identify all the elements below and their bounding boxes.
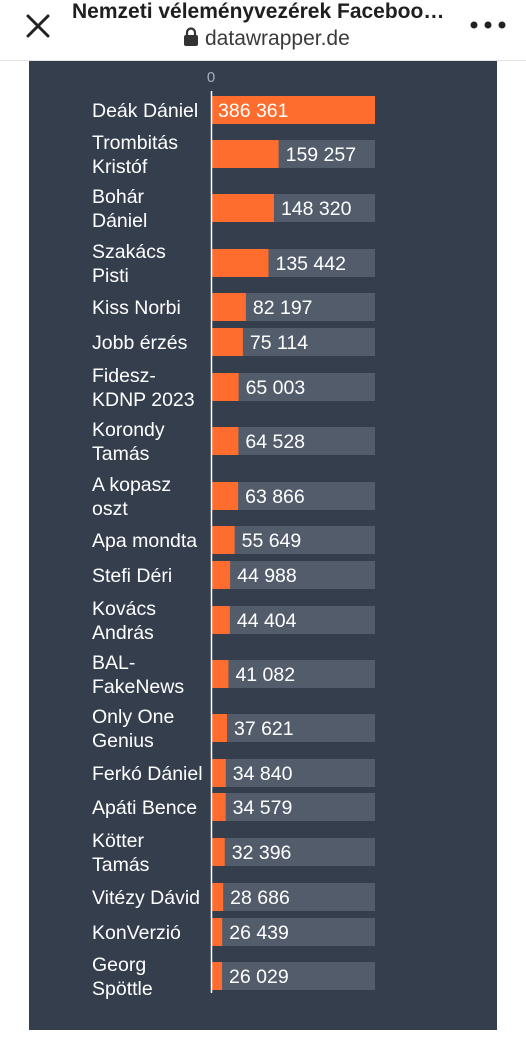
category-label: Tamás [92, 854, 150, 876]
category-label: Kiss Norbi [92, 297, 181, 319]
bar-track [211, 883, 375, 911]
value-label: 386 361 [218, 100, 289, 122]
value-label: 75 114 [250, 332, 308, 354]
category-label: KonVerzió [92, 922, 181, 944]
bar [211, 660, 229, 688]
chart-container: 0 Deák Dániel 386 361 Trombitás Kristóf 159 2… [29, 61, 497, 1030]
toolbar-divider [0, 60, 526, 61]
category-label: Apáti Bence [92, 797, 197, 819]
category-label: Kovács [92, 598, 156, 620]
value-label: 32 396 [232, 842, 292, 864]
bar [211, 373, 239, 401]
value-label: 82 197 [253, 297, 313, 319]
bar [211, 526, 235, 554]
value-label: 34 840 [233, 763, 293, 785]
category-label: Pisti [92, 265, 129, 287]
bar-track [211, 759, 375, 787]
bar [211, 883, 224, 911]
value-label: 148 320 [281, 198, 352, 220]
bar-track [211, 561, 375, 589]
browser-toolbar: Nemzeti véleményvezérek Facebook… datawr… [0, 0, 526, 60]
value-label: 34 579 [233, 797, 293, 819]
value-label: 64 528 [245, 431, 305, 453]
value-label: 37 621 [234, 718, 294, 740]
bar [211, 96, 375, 124]
value-label: 28 686 [230, 887, 290, 909]
bar [211, 759, 226, 787]
category-label: Only One [92, 706, 174, 728]
bar-track [211, 482, 375, 510]
value-label: 65 003 [246, 377, 306, 399]
category-label: Vitézy Dávid [92, 887, 200, 909]
url-bar[interactable]: datawrapper.de [183, 26, 350, 52]
bar [211, 140, 279, 168]
category-label: KDNP 2023 [92, 389, 195, 411]
close-icon[interactable] [18, 6, 58, 46]
value-label: 41 082 [235, 664, 295, 686]
bar [211, 793, 226, 821]
x-tick-label: 0 [207, 69, 215, 86]
bar [211, 714, 227, 742]
bar [211, 561, 231, 589]
value-label: 135 442 [275, 253, 346, 275]
category-label: Kristóf [92, 156, 148, 178]
category-label: Jobb érzés [92, 332, 188, 354]
category-label: A kopasz [92, 474, 171, 496]
bar [211, 328, 243, 356]
bar [211, 962, 223, 990]
page-title: Nemzeti véleményvezérek Facebook… [72, 0, 452, 23]
value-label: 159 257 [286, 144, 357, 166]
bar-track [211, 606, 375, 634]
category-label: Apa mondta [92, 530, 197, 552]
value-label: 44 988 [237, 565, 297, 587]
category-label: András [92, 622, 154, 644]
category-label: Dániel [92, 210, 147, 232]
bar [211, 838, 225, 866]
bar-track [211, 918, 375, 946]
lock-icon [183, 26, 199, 52]
bar [211, 606, 230, 634]
value-label: 44 404 [237, 610, 297, 632]
value-label: 26 439 [229, 922, 289, 944]
category-label: Szakács [92, 241, 166, 263]
category-label: Bohár [92, 186, 145, 208]
category-label: Korondy [92, 419, 165, 441]
value-label: 26 029 [229, 966, 289, 988]
category-label: oszt [92, 498, 128, 520]
category-label: Stefi Déri [92, 565, 172, 587]
category-label: BAL- [92, 652, 135, 674]
category-label: Ferkó Dániel [92, 763, 203, 785]
category-label: Genius [92, 730, 154, 752]
bar-track [211, 526, 375, 554]
bar-track [211, 660, 375, 688]
url-text: datawrapper.de [205, 27, 350, 50]
category-label: Deák Dániel [92, 100, 198, 122]
bar [211, 427, 239, 455]
category-label: Trombitás [92, 132, 178, 154]
more-vertical-icon[interactable] [466, 10, 510, 40]
value-label: 55 649 [242, 530, 302, 552]
bar [211, 293, 246, 321]
bar [211, 918, 223, 946]
bar-track [211, 714, 375, 742]
bar-track [211, 793, 375, 821]
bar-track [211, 838, 375, 866]
category-label: Georg [92, 954, 146, 976]
bar-track [211, 962, 375, 990]
value-label: 63 866 [245, 486, 305, 508]
bar [211, 249, 269, 277]
bar [211, 194, 274, 222]
category-label: Fidesz- [92, 365, 156, 387]
bar [211, 482, 239, 510]
category-label: Tamás [92, 443, 150, 465]
category-label: FakeNews [92, 676, 184, 698]
category-label: Kötter [92, 830, 145, 852]
category-label: Spöttle [92, 978, 153, 1000]
